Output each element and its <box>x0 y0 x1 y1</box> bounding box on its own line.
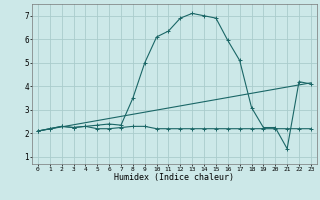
X-axis label: Humidex (Indice chaleur): Humidex (Indice chaleur) <box>115 173 234 182</box>
